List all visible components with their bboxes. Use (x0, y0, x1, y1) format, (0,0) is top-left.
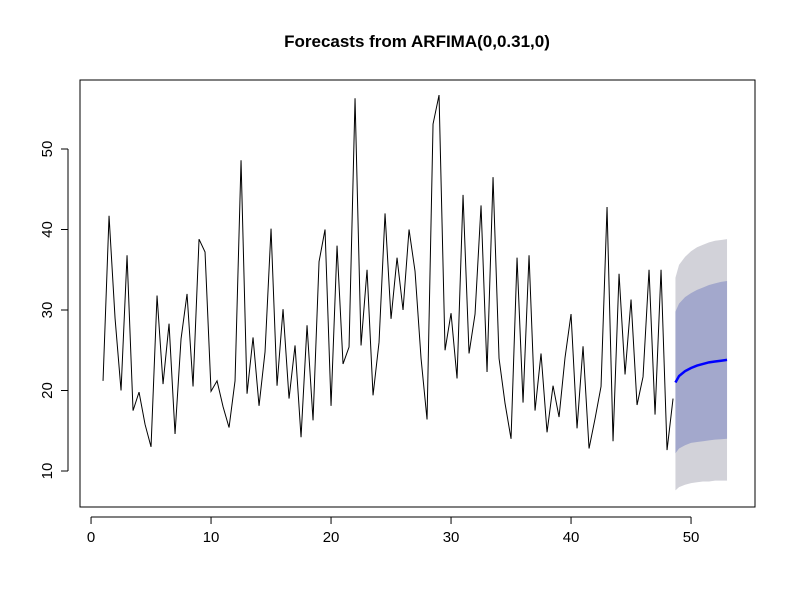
x-tick-label: 30 (443, 529, 460, 546)
band-80 (675, 281, 728, 454)
series-line (102, 94, 674, 451)
forecast-line (674, 358, 728, 384)
plot-frame (79, 79, 756, 508)
chart-title: Forecasts from ARFIMA(0,0.31,0) (284, 32, 550, 51)
y-tick-label: 50 (39, 141, 56, 158)
y-tick-label: 20 (39, 382, 56, 399)
x-tick-label: 10 (203, 529, 220, 546)
y-tick-label: 30 (39, 302, 56, 319)
y-tick-label: 40 (39, 221, 56, 238)
x-tick-label: 50 (683, 529, 700, 546)
y-tick-label: 10 (39, 463, 56, 480)
x-tick-label: 20 (323, 529, 340, 546)
x-tick-label: 40 (563, 529, 580, 546)
x-tick-label: 0 (87, 529, 95, 546)
